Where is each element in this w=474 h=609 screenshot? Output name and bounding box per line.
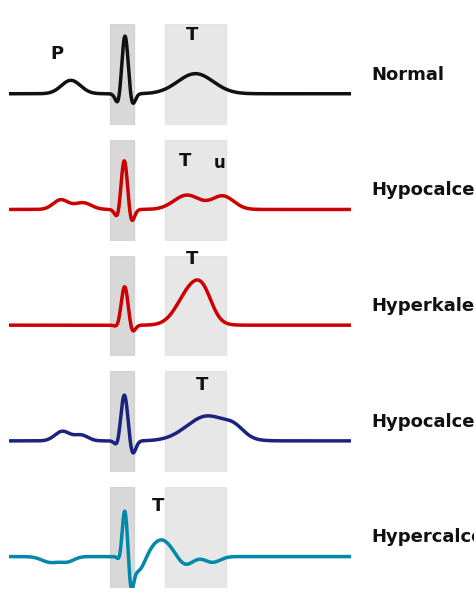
Text: T: T xyxy=(186,250,198,268)
Text: Hyperkalemia: Hyperkalemia xyxy=(371,297,474,315)
Text: T: T xyxy=(179,152,191,170)
Text: Hypocalcemia: Hypocalcemia xyxy=(371,181,474,199)
Bar xyxy=(110,24,134,125)
Text: T: T xyxy=(186,26,198,44)
Bar xyxy=(110,371,134,472)
Text: Hypocalcemia: Hypocalcemia xyxy=(371,413,474,431)
Text: u: u xyxy=(213,154,225,172)
Bar xyxy=(165,487,226,588)
Bar xyxy=(165,24,226,125)
Text: Hypercalcemia: Hypercalcemia xyxy=(371,529,474,546)
Bar xyxy=(110,140,134,241)
Bar xyxy=(165,256,226,356)
Text: T: T xyxy=(196,376,209,393)
Text: Normal: Normal xyxy=(371,66,444,83)
Bar xyxy=(165,140,226,241)
Bar xyxy=(165,371,226,472)
Text: T: T xyxy=(152,498,164,515)
Bar xyxy=(110,256,134,356)
Text: P: P xyxy=(51,44,64,63)
Bar xyxy=(110,487,134,588)
